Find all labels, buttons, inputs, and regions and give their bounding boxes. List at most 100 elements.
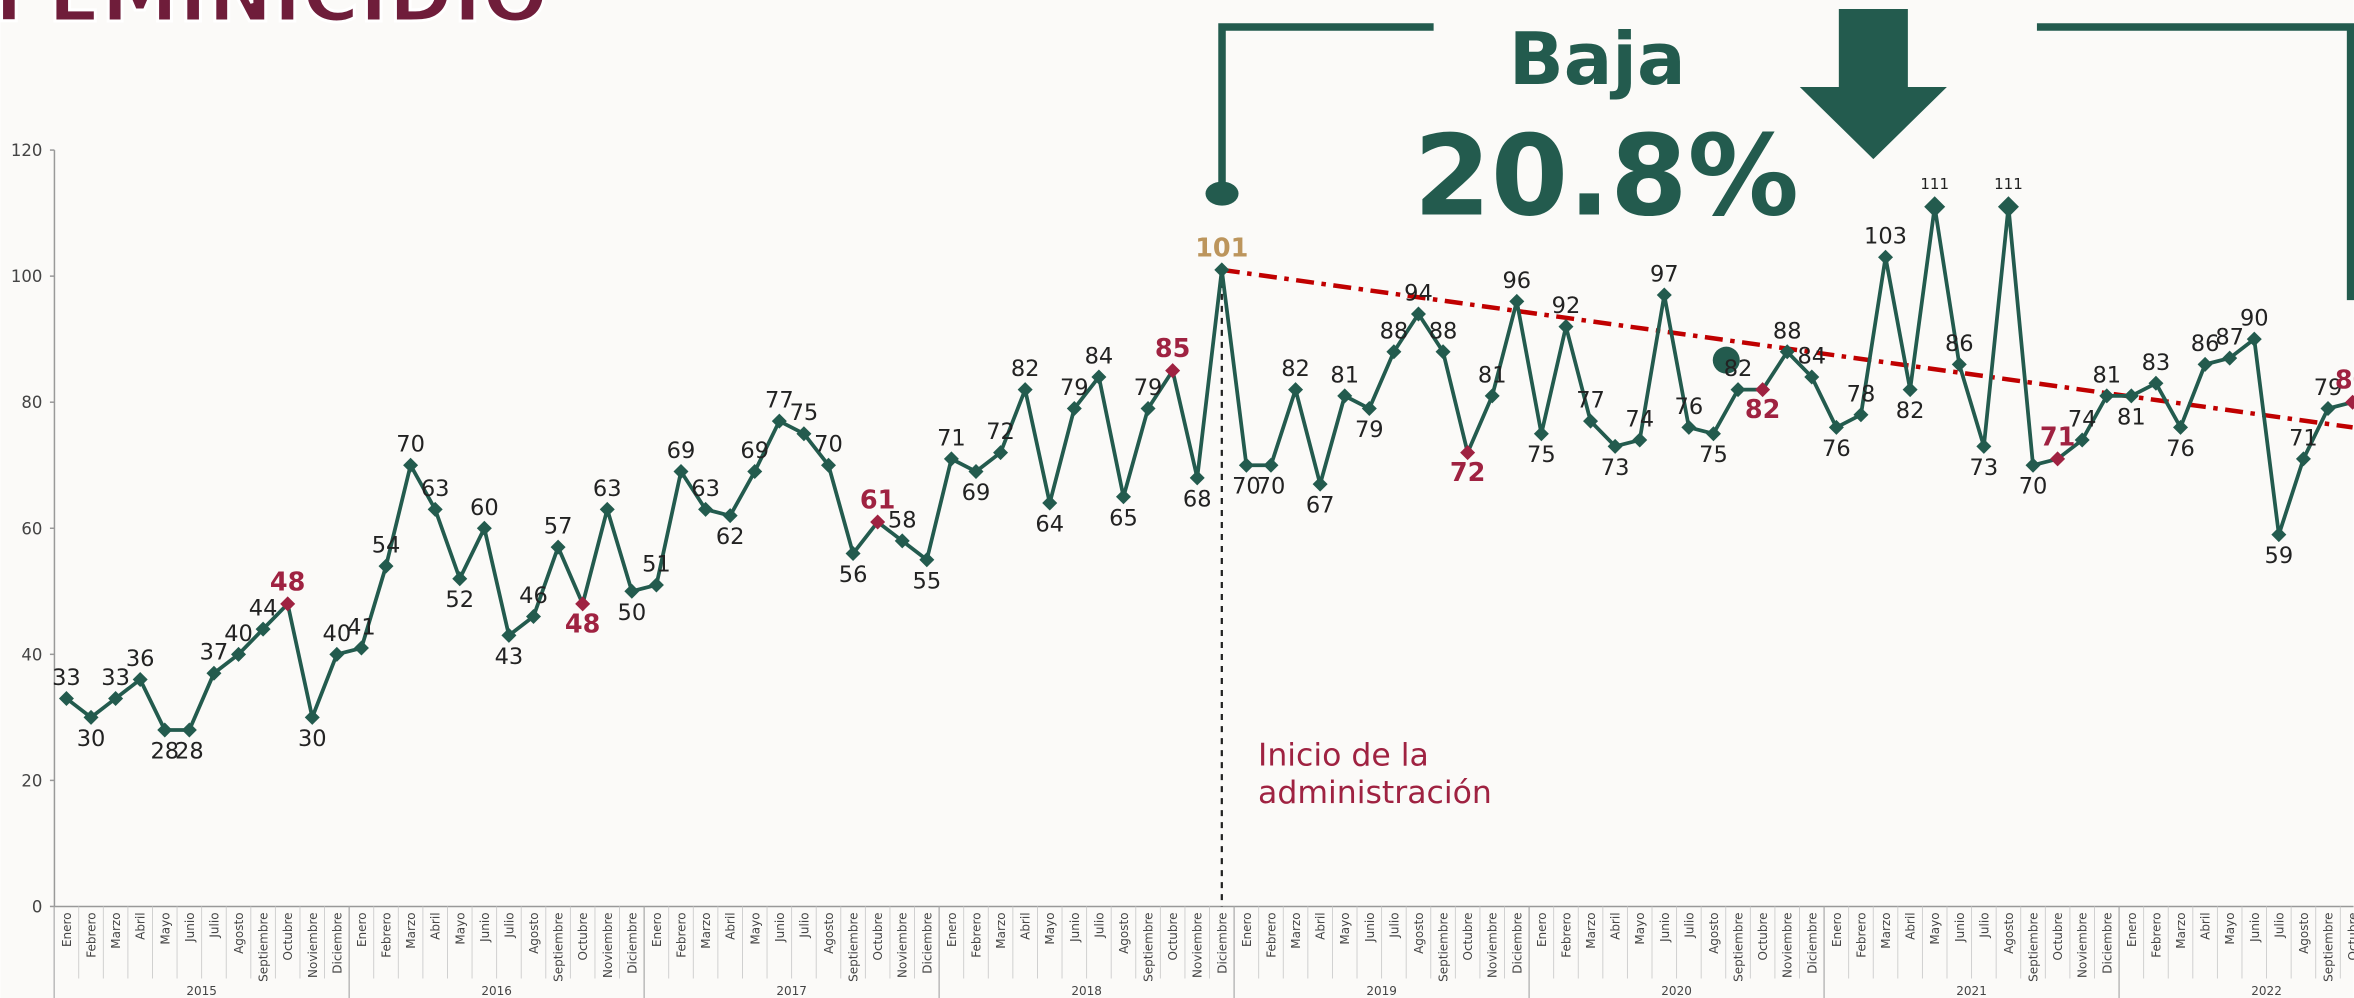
data-label: 73 [1601,455,1630,481]
data-label: 72 [1450,458,1486,488]
data-label: 96 [1502,268,1531,294]
x-tick-label: Diciembre [2100,912,2114,973]
x-tick-label: Enero [355,912,369,947]
data-label: 79 [1060,375,1089,401]
x-tick-label: Marzo [1584,912,1598,948]
x-tick-label: Julio [1977,912,1991,938]
year-label: 2020 [1661,984,1692,998]
data-label: 54 [372,533,401,559]
x-tick-label: Junio [478,912,492,942]
x-tick-label: Noviembre [896,912,910,977]
y-tick-label: 40 [21,645,42,664]
x-tick-label: Noviembre [1486,912,1500,977]
data-label: 111 [1994,175,2023,193]
x-tick-label: Septiembre [847,912,861,981]
data-label: 44 [249,596,278,622]
data-label: 63 [691,476,720,502]
x-tick-label: Mayo [453,912,467,944]
data-label: 48 [565,609,601,639]
data-label: 81 [2092,362,2121,388]
y-tick-label: 0 [32,897,43,916]
x-tick-label: Abril [1904,912,1918,939]
x-tick-label: Septiembre [1732,912,1746,981]
data-label: 81 [1478,362,1507,388]
bracket-dot [1206,182,1239,206]
x-tick-label: Junio [1953,912,1967,942]
x-tick-label: Noviembre [2076,912,2090,977]
x-tick-label: Mayo [1043,912,1057,944]
x-tick-label: Agosto [822,912,836,953]
data-label: 69 [740,438,769,464]
x-tick-label: Diciembre [625,912,639,973]
x-tick-label: Mayo [1928,912,1942,944]
x-tick-label: Enero [1535,912,1549,947]
x-tick-label: Julio [797,912,811,938]
x-tick-label: Agosto [1707,912,1721,953]
data-label: 55 [913,568,942,594]
data-label: 92 [1552,293,1581,319]
data-label: 85 [1155,334,1191,364]
data-label: 28 [175,738,204,764]
x-tick-label: Diciembre [1215,912,1229,973]
data-label: 76 [1822,436,1851,462]
x-tick-label: Octubre [1166,912,1180,960]
x-tick-label: Febrero [969,912,983,957]
data-label: 75 [790,400,819,426]
data-label: 101 [1195,233,1248,263]
data-label: 70 [1257,474,1286,500]
year-label: 2015 [186,984,217,998]
x-tick-label: Mayo [1338,912,1352,944]
x-tick-label: Marzo [2174,912,2188,948]
x-tick-label: Octubre [2051,912,2065,960]
data-label: 83 [2142,350,2171,376]
x-tick-label: Marzo [1879,912,1893,948]
data-label: 88 [1380,318,1409,344]
data-label: 30 [298,726,327,752]
data-label: 75 [1527,442,1556,468]
x-tick-label: Julio [502,912,516,938]
x-tick-label: Abril [1314,912,1328,939]
headline-label: Baja [1509,17,1686,101]
chart: FEMINICIDIO Baja 20.8% 020406080100120En… [0,0,2354,998]
x-tick-label: Febrero [85,912,99,957]
data-label: 84 [1797,343,1826,369]
data-label: 70 [2019,474,2048,500]
x-tick-label: Enero [2125,912,2139,947]
data-label: 103 [1864,224,1907,250]
x-tick-label: Junio [773,912,787,942]
x-tick-label: Enero [1240,912,1254,947]
data-label: 60 [470,495,499,521]
x-tick-label: Abril [1609,912,1623,939]
data-label: 97 [1650,262,1679,288]
x-tick-label: Enero [60,912,74,947]
data-label: 62 [716,524,745,550]
data-label: 82 [1724,356,1753,382]
data-label: 73 [1970,455,1999,481]
x-tick-label: Septiembre [2027,912,2041,981]
data-label: 46 [519,583,548,609]
data-label: 79 [1134,375,1163,401]
x-tick-label: Julio [1387,912,1401,938]
data-label: 77 [1576,388,1605,414]
y-tick-label: 120 [11,141,43,160]
data-label: 72 [986,419,1015,445]
data-label: 84 [1085,343,1114,369]
data-label: 63 [593,476,622,502]
page: {"chart_data":{"type":"line", "title":"F… [0,0,2354,998]
data-label: 63 [421,476,450,502]
data-label: 88 [1429,318,1458,344]
x-tick-label: Enero [650,912,664,947]
x-tick-label: Octubre [2346,912,2354,960]
x-tick-label: Julio [1682,912,1696,938]
data-label: 43 [495,644,524,670]
data-label: 40 [224,621,253,647]
y-tick-label: 80 [21,393,42,412]
data-label: 80 [2335,366,2354,396]
data-label: 76 [1675,394,1704,420]
x-tick-label: Diciembre [1510,912,1524,973]
x-tick-label: Junio [1068,912,1082,942]
x-tick-label: Abril [724,912,738,939]
x-tick-label: Mayo [748,912,762,944]
x-tick-label: Marzo [109,912,123,948]
data-label: 81 [2117,404,2146,430]
